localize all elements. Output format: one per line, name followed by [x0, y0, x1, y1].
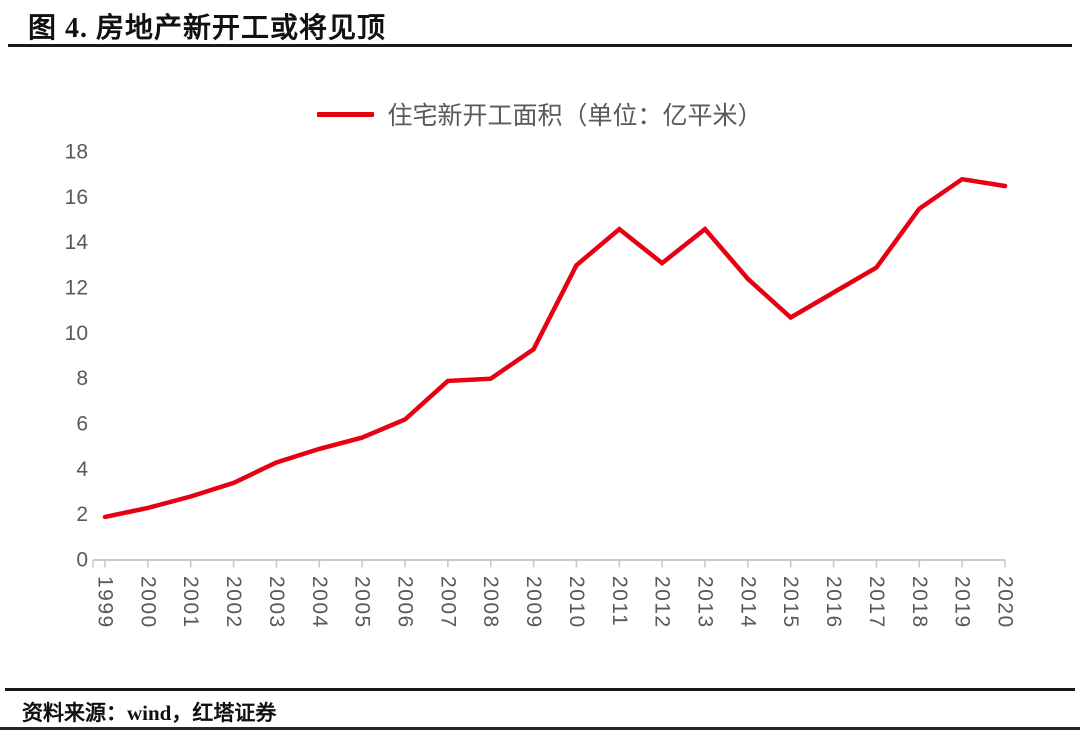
y-tick-label: 14 — [65, 231, 89, 254]
y-tick-label: 16 — [65, 186, 88, 209]
x-tick-label: 2013 — [694, 576, 717, 629]
line-chart: 0 2 4 6 8 10 12 14 16 18 1999 2000 2001 2002 2003 2004 2… — [65, 141, 1017, 629]
y-tick-label: 18 — [65, 141, 88, 164]
x-tick-label: 2007 — [436, 576, 459, 629]
x-tick-label: 2000 — [136, 576, 159, 629]
y-tick-label: 10 — [65, 322, 88, 345]
x-tick-label: 2002 — [222, 576, 245, 629]
legend-label: 住宅新开工面积（单位：亿平米） — [387, 102, 763, 130]
x-tick-label: 2018 — [908, 576, 931, 629]
x-tick-label: 2015 — [779, 576, 802, 629]
y-tick-label: 12 — [65, 277, 88, 300]
x-tick-label: 2019 — [951, 576, 974, 629]
page-title: 图 4. 房地产新开工或将见顶 — [28, 13, 387, 44]
bottom-border — [0, 727, 1080, 730]
y-tick-label: 2 — [76, 503, 88, 526]
y-tick-label: 4 — [76, 458, 88, 481]
chart-legend: 住宅新开工面积（单位：亿平米） — [0, 98, 1080, 130]
series-line — [102, 176, 1008, 520]
x-tick-label: 1999 — [94, 576, 117, 629]
y-tick-label: 8 — [76, 367, 88, 390]
x-tick-label: 2014 — [736, 576, 759, 629]
y-tick-label: 0 — [76, 549, 88, 572]
x-tick-label: 2010 — [565, 576, 588, 629]
x-tick-label: 2008 — [479, 576, 502, 629]
x-tick-label: 2005 — [351, 576, 374, 629]
x-tick-label: 2020 — [994, 576, 1017, 629]
y-tick-label: 6 — [76, 413, 88, 436]
source-divider — [5, 688, 1075, 691]
source-text: 资料来源：wind，红塔证券 — [22, 701, 277, 725]
title-divider — [8, 44, 1072, 47]
x-tick-label: 2003 — [265, 576, 288, 629]
x-tick-label: 2006 — [394, 576, 417, 629]
x-tick-label: 2017 — [865, 576, 888, 629]
x-tick-label: 2004 — [308, 576, 331, 629]
x-tick-label: 2012 — [651, 576, 674, 629]
x-tick-label: 2016 — [822, 576, 845, 629]
x-tick-label: 2009 — [522, 576, 545, 629]
x-tick-label: 2011 — [608, 576, 631, 627]
x-tick-label: 2001 — [179, 576, 202, 629]
legend-line-marker — [317, 111, 375, 117]
